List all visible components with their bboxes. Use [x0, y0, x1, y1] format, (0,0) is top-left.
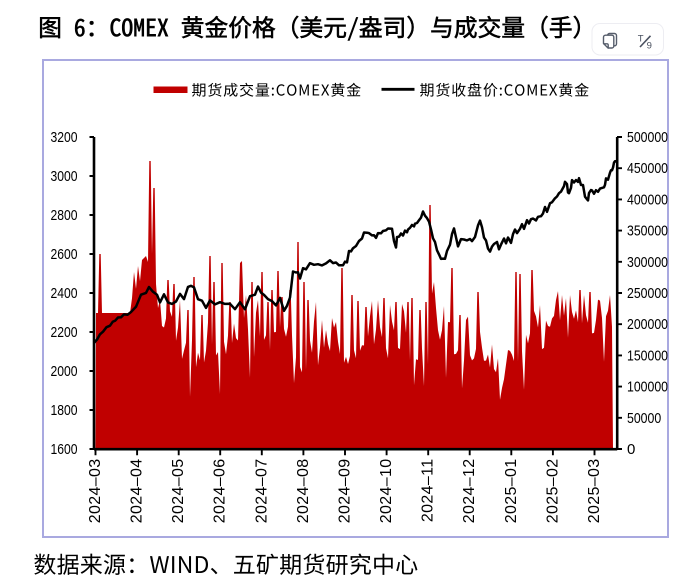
svg-text:2200: 2200	[51, 324, 78, 341]
svg-text:150000: 150000	[627, 347, 668, 364]
svg-text:100000: 100000	[627, 379, 668, 396]
svg-text:1600: 1600	[51, 441, 78, 458]
svg-text:50000: 50000	[627, 410, 661, 427]
svg-text:350000: 350000	[627, 223, 668, 240]
svg-text:2800: 2800	[51, 207, 78, 224]
svg-text:2024–08: 2024–08	[295, 459, 312, 524]
svg-text:2000: 2000	[51, 363, 78, 380]
svg-text:2025–02: 2025–02	[544, 459, 561, 524]
svg-text:2024–09: 2024–09	[337, 459, 354, 524]
svg-text:2024–10: 2024–10	[378, 459, 395, 524]
svg-text:2024–03: 2024–03	[87, 459, 104, 524]
svg-text:300000: 300000	[627, 254, 668, 271]
svg-text:400000: 400000	[627, 191, 668, 208]
svg-text:2024–04: 2024–04	[129, 459, 146, 524]
svg-text:T: T	[638, 33, 644, 44]
svg-text:2025–03: 2025–03	[586, 459, 603, 524]
svg-text:2025–01: 2025–01	[503, 459, 520, 524]
svg-text:2024–07: 2024–07	[253, 459, 270, 524]
svg-text:250000: 250000	[627, 285, 668, 302]
svg-text:450000: 450000	[627, 160, 668, 177]
svg-text:200000: 200000	[627, 316, 668, 333]
svg-text:3000: 3000	[51, 168, 78, 185]
svg-text:0: 0	[627, 441, 635, 458]
svg-text:3200: 3200	[51, 129, 78, 146]
svg-text:2024–12: 2024–12	[461, 459, 478, 524]
svg-text:1800: 1800	[51, 402, 78, 419]
svg-text:2600: 2600	[51, 246, 78, 263]
svg-text:2024–11: 2024–11	[420, 459, 437, 523]
svg-text:2024–06: 2024–06	[212, 459, 229, 524]
svg-text:9: 9	[647, 40, 652, 51]
svg-text:2024–05: 2024–05	[170, 459, 187, 524]
svg-text:500000: 500000	[627, 129, 668, 146]
svg-text:2400: 2400	[51, 285, 78, 302]
